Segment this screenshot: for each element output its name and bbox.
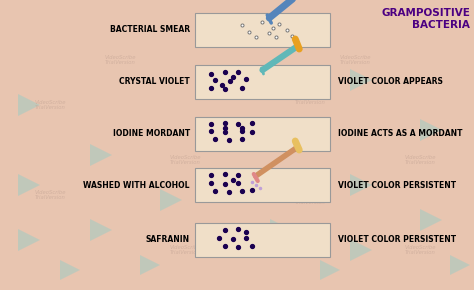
Polygon shape bbox=[420, 119, 442, 141]
Text: IODINE MORDANT: IODINE MORDANT bbox=[113, 130, 190, 139]
Polygon shape bbox=[350, 69, 372, 91]
Polygon shape bbox=[18, 229, 40, 251]
Polygon shape bbox=[420, 209, 442, 231]
Polygon shape bbox=[320, 260, 340, 280]
Text: VideoScribe
TrialVersion: VideoScribe TrialVersion bbox=[104, 55, 136, 66]
Text: VIOLET COLOR PERSISTENT: VIOLET COLOR PERSISTENT bbox=[338, 235, 456, 244]
FancyBboxPatch shape bbox=[195, 117, 330, 151]
Polygon shape bbox=[350, 174, 372, 196]
Polygon shape bbox=[18, 94, 40, 116]
Text: VideoScribe
TrialVersion: VideoScribe TrialVersion bbox=[169, 244, 201, 255]
FancyBboxPatch shape bbox=[195, 65, 330, 99]
Text: CRYSTAL VIOLET: CRYSTAL VIOLET bbox=[119, 77, 190, 86]
Text: VideoScribe
TrialVersion: VideoScribe TrialVersion bbox=[169, 155, 201, 165]
Polygon shape bbox=[90, 144, 112, 166]
Polygon shape bbox=[18, 174, 40, 196]
FancyBboxPatch shape bbox=[195, 13, 330, 47]
Text: VideoScribe
TrialVersion: VideoScribe TrialVersion bbox=[294, 195, 326, 205]
Polygon shape bbox=[140, 255, 160, 275]
Polygon shape bbox=[270, 119, 292, 141]
Text: BACTERIAL SMEAR: BACTERIAL SMEAR bbox=[110, 26, 190, 35]
Text: VideoScribe
TrialVersion: VideoScribe TrialVersion bbox=[294, 95, 326, 105]
FancyBboxPatch shape bbox=[195, 223, 330, 257]
Polygon shape bbox=[200, 70, 220, 90]
Polygon shape bbox=[60, 260, 80, 280]
Text: VideoScribe
TrialVersion: VideoScribe TrialVersion bbox=[404, 155, 436, 165]
Text: VideoScribe
TrialVersion: VideoScribe TrialVersion bbox=[404, 244, 436, 255]
Polygon shape bbox=[450, 255, 470, 275]
Polygon shape bbox=[270, 219, 292, 241]
Polygon shape bbox=[90, 219, 112, 241]
Text: SAFRANIN: SAFRANIN bbox=[146, 235, 190, 244]
FancyBboxPatch shape bbox=[195, 168, 330, 202]
Text: BACTERIA: BACTERIA bbox=[412, 20, 470, 30]
Text: VIOLET COLOR PERSISTENT: VIOLET COLOR PERSISTENT bbox=[338, 180, 456, 189]
Text: IODINE ACTS AS A MORDANT: IODINE ACTS AS A MORDANT bbox=[338, 130, 463, 139]
Text: VIOLET COLOR APPEARS: VIOLET COLOR APPEARS bbox=[338, 77, 443, 86]
Text: VideoScribe
TrialVersion: VideoScribe TrialVersion bbox=[34, 190, 66, 200]
Polygon shape bbox=[160, 189, 182, 211]
Text: GRAMPOSITIVE: GRAMPOSITIVE bbox=[381, 8, 470, 18]
Text: WASHED WITH ALCOHOL: WASHED WITH ALCOHOL bbox=[83, 180, 190, 189]
Text: VideoScribe
TrialVersion: VideoScribe TrialVersion bbox=[34, 99, 66, 110]
Polygon shape bbox=[350, 239, 372, 261]
Text: VideoScribe
TrialVersion: VideoScribe TrialVersion bbox=[339, 55, 371, 66]
